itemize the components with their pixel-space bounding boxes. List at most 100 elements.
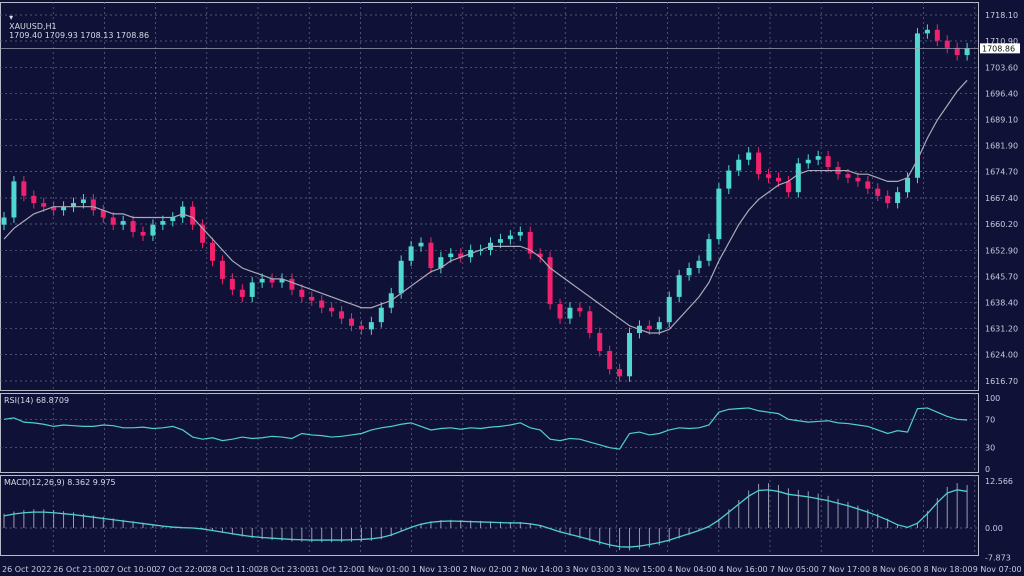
bull-candle [259, 278, 265, 283]
panel-border [0, 2, 979, 391]
bear-candle [527, 231, 533, 254]
bear-candle [617, 369, 623, 377]
bear-candle [825, 156, 831, 167]
bear-candle [775, 177, 781, 182]
time-tick-label: 1 Nov 13:00 [412, 565, 461, 574]
bear-candle [200, 224, 206, 243]
price-tick-label: 1652.90 [985, 246, 1018, 255]
bull-candle [746, 152, 752, 160]
bear-candle [934, 29, 940, 41]
bear-candle [865, 181, 871, 189]
bull-candle [378, 307, 384, 323]
bear-candle [299, 289, 305, 297]
bear-candle [875, 188, 881, 196]
bull-candle [627, 332, 633, 377]
bear-candle [845, 174, 851, 178]
time-tick-label: 3 Nov 15:00 [616, 565, 665, 574]
bear-candle [100, 210, 106, 218]
time-tick-label: 2 Nov 14:00 [514, 565, 563, 574]
bull-candle [895, 192, 901, 204]
price-tick-label: 1674.70 [985, 168, 1018, 177]
macd-tick-label: 0.00 [985, 524, 1003, 533]
bull-candle [914, 33, 920, 178]
price-tick-label: 1696.40 [985, 89, 1018, 98]
bull-candle [408, 246, 414, 261]
price-tick-label: 1645.70 [985, 272, 1018, 281]
price-tick-label: 1689.10 [985, 116, 1018, 125]
price-tick-label: 1681.90 [985, 142, 1018, 151]
time-tick-label: 7 Nov 05:00 [770, 565, 819, 574]
macd-tick-label: -7.873 [985, 553, 1011, 562]
bear-candle [785, 181, 791, 193]
bear-candle [51, 206, 57, 211]
bear-candle [229, 278, 235, 290]
bull-candle [160, 221, 166, 225]
price-tick-label: 1660.20 [985, 220, 1018, 229]
rsi-tick-label: 100 [985, 394, 1000, 403]
price-tick-label: 1638.40 [985, 299, 1018, 308]
time-tick-label: 26 Oct 2022 [2, 565, 51, 574]
bear-candle [855, 177, 861, 182]
dropdown-triangle-icon[interactable]: ▾ [9, 13, 14, 22]
rsi-label: RSI(14) 68.8709 [4, 396, 70, 405]
time-tick-label: 3 Nov 03:00 [565, 565, 614, 574]
bull-candle [71, 203, 77, 207]
bull-candle [815, 156, 821, 160]
bull-candle [924, 29, 930, 34]
bear-candle [110, 217, 116, 225]
bear-candle [41, 203, 47, 207]
bull-candle [448, 253, 454, 258]
bear-candle [130, 221, 136, 232]
bear-candle [21, 181, 27, 196]
bear-candle [90, 199, 96, 211]
symbol-label: XAUUSD,H1 [9, 22, 57, 31]
bear-candle [607, 351, 613, 370]
bull-candle [120, 221, 126, 225]
bear-candle [289, 278, 295, 290]
time-tick-label: 31 Oct 12:00 [309, 565, 361, 574]
time-tick-label: 28 Oct 23:00 [258, 565, 310, 574]
bull-candle [170, 217, 176, 222]
bear-candle [547, 257, 553, 305]
rsi-tick-label: 0 [985, 465, 990, 474]
time-tick-label: 8 Nov 06:00 [872, 565, 921, 574]
bear-candle [954, 47, 960, 56]
bear-candle [190, 206, 196, 225]
bear-candle [944, 40, 950, 48]
rsi-tick-label: 30 [985, 444, 995, 453]
bear-candle [537, 253, 543, 258]
bull-candle [656, 322, 662, 330]
bull-candle [805, 159, 811, 164]
bear-candle [885, 195, 891, 204]
bear-candle [269, 278, 275, 283]
bear-candle [766, 174, 772, 178]
bull-candle [567, 307, 573, 319]
bear-candle [140, 231, 146, 236]
bull-candle [686, 268, 692, 276]
bear-candle [458, 253, 464, 258]
macd-tick-label: 12.566 [985, 477, 1013, 486]
bear-candle [239, 289, 245, 297]
macd-signal-line [3, 489, 968, 548]
bear-candle [587, 311, 593, 333]
time-tick-label: 1 Nov 01:00 [360, 565, 409, 574]
price-tick-label: 1616.70 [985, 377, 1018, 386]
bull-candle [398, 260, 404, 294]
price-tick-label: 1703.60 [985, 63, 1018, 72]
bull-candle [666, 296, 672, 323]
bull-candle [279, 278, 285, 283]
bull-candle [517, 231, 523, 236]
bull-candle [368, 322, 374, 330]
bull-candle [150, 224, 156, 236]
time-tick-label: 28 Oct 11:00 [207, 565, 259, 574]
bull-candle [180, 206, 186, 218]
bull-candle [418, 242, 424, 247]
bull-candle [507, 235, 513, 240]
bear-candle [358, 325, 364, 330]
time-tick-label: 7 Nov 17:00 [821, 565, 870, 574]
bear-candle [349, 318, 355, 326]
bull-candle [736, 159, 742, 171]
bull-candle [706, 239, 712, 261]
time-tick-label: 4 Nov 16:00 [719, 565, 768, 574]
